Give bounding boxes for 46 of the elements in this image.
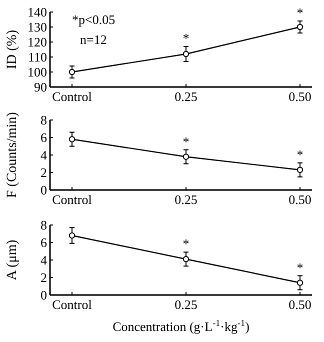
x-tick-label: 0.25 bbox=[174, 297, 198, 312]
annotation: * bbox=[182, 236, 190, 252]
annotation: * bbox=[182, 134, 190, 149]
y-tick-label: 90 bbox=[34, 80, 47, 95]
y-tick-label: 100 bbox=[28, 64, 47, 80]
annotation: *p<0.05 bbox=[72, 12, 116, 27]
point bbox=[68, 68, 76, 76]
x-tick-label: 0.25 bbox=[174, 192, 198, 207]
y-axis-title: F (Counts/min) bbox=[5, 112, 20, 198]
point bbox=[296, 24, 304, 30]
y-tick-label: 6 bbox=[40, 235, 48, 250]
x-tick-label: Control bbox=[52, 297, 92, 312]
point bbox=[296, 166, 304, 173]
annotation: * bbox=[182, 30, 190, 46]
x-tick-label: 0.50 bbox=[288, 89, 312, 104]
point bbox=[68, 232, 76, 239]
y-tick-label: 2 bbox=[40, 165, 47, 180]
y-tick-label: 0 bbox=[40, 182, 47, 198]
y-tick-label: 6 bbox=[40, 130, 48, 146]
point bbox=[182, 154, 190, 160]
x-tick-label: 0.25 bbox=[174, 89, 198, 104]
y-tick-label: 130 bbox=[28, 20, 47, 35]
x-tick-label: Control bbox=[52, 192, 92, 207]
y-tick-label: 2 bbox=[40, 270, 47, 286]
point bbox=[296, 280, 304, 286]
annotation: * bbox=[296, 260, 304, 275]
x-tick-label: 0.50 bbox=[288, 192, 312, 207]
y-tick-label: 140 bbox=[28, 4, 47, 20]
annotation: * bbox=[296, 146, 304, 162]
y-tick-label: 120 bbox=[28, 34, 47, 50]
annotation: * bbox=[296, 5, 304, 20]
point bbox=[182, 256, 190, 262]
y-axis-title: A (μm) bbox=[5, 239, 20, 280]
x-axis-title: Concentration (g·L$^{-1}$·kg$^{-1}$) bbox=[112, 318, 250, 334]
y-tick-label: 8 bbox=[40, 218, 47, 233]
x-tick-label: 0.50 bbox=[288, 297, 312, 312]
y-axis-title: ID (%) bbox=[5, 30, 20, 70]
y-tick-label: 8 bbox=[40, 112, 47, 128]
point bbox=[182, 50, 190, 58]
annotation: n=12 bbox=[80, 32, 107, 47]
y-tick-label: 4 bbox=[40, 148, 48, 163]
y-tick-label: 110 bbox=[28, 50, 47, 65]
y-tick-label: 0 bbox=[40, 288, 47, 303]
y-tick-label: 4 bbox=[40, 252, 48, 268]
point bbox=[68, 136, 76, 142]
x-tick-label: Control bbox=[52, 89, 92, 104]
